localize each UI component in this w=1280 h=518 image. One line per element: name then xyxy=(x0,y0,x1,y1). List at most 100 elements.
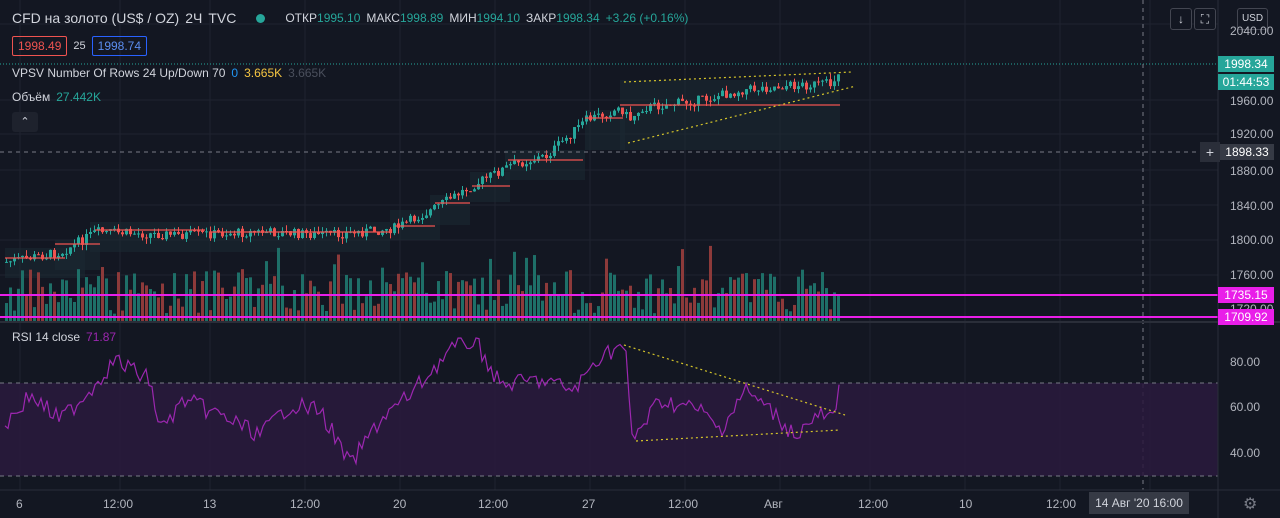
candle-body xyxy=(709,100,712,102)
rsi-trendline-upper[interactable] xyxy=(623,344,846,416)
candle-body xyxy=(141,233,144,238)
volume-bar xyxy=(513,251,516,322)
candle-body xyxy=(449,196,452,199)
candle-body xyxy=(769,90,772,92)
candle-body xyxy=(413,215,416,222)
candle-body xyxy=(521,162,524,167)
candle-body xyxy=(389,229,392,234)
volume-bar xyxy=(69,297,72,322)
volume-bar xyxy=(681,249,684,322)
candle-body xyxy=(445,196,448,201)
level-tag-1735[interactable]: 1735.15 xyxy=(1218,287,1274,303)
candle-body xyxy=(409,215,412,222)
candle-body xyxy=(697,95,700,106)
volume-bar xyxy=(413,282,416,322)
order-panel: 1998.49 25 1998.74 xyxy=(12,36,148,56)
volume-bar xyxy=(645,278,648,322)
volume-bar xyxy=(253,306,256,322)
volume-name[interactable]: Объём xyxy=(12,90,51,104)
vpsv-legend[interactable]: VPSV Number Of Rows 24 Up/Down 70 0 3.66… xyxy=(12,66,326,80)
rsi-name[interactable]: RSI 14 close xyxy=(12,330,81,344)
candle-body xyxy=(577,125,580,128)
volume-bar xyxy=(485,309,488,322)
candle-body xyxy=(777,86,780,89)
volume-bar xyxy=(45,303,48,322)
candle-body xyxy=(681,98,684,101)
price-tick: 1800.00 xyxy=(1230,233,1274,247)
volume-bar xyxy=(5,303,8,322)
rsi-legend[interactable]: RSI 14 close 71.87 xyxy=(12,330,116,344)
trendline-lower[interactable] xyxy=(627,85,857,144)
settings-gear-icon[interactable]: ⚙ xyxy=(1243,496,1258,513)
candle-body xyxy=(93,230,96,232)
sell-button[interactable]: 1998.49 xyxy=(12,36,68,56)
volume-bar xyxy=(141,282,144,322)
volume-bar xyxy=(793,304,796,322)
rsi-trendline-lower[interactable] xyxy=(635,429,841,442)
buy-button[interactable]: 1998.74 xyxy=(91,36,148,56)
add-alert-icon[interactable]: + xyxy=(1200,142,1220,162)
open-value: 1995.10 xyxy=(317,11,361,25)
volume-bar xyxy=(569,270,572,322)
vpsv-value-1: 0 xyxy=(231,66,239,80)
volume-bar xyxy=(685,297,688,322)
candle-body xyxy=(745,89,748,95)
candle-body xyxy=(149,233,152,238)
volume-bar xyxy=(169,305,172,322)
volume-bar xyxy=(157,297,160,322)
candle-body xyxy=(753,85,756,91)
candle-body xyxy=(241,228,244,237)
volume-bar xyxy=(701,279,704,322)
time-tick: 12:00 xyxy=(103,497,134,511)
collapse-legend-button[interactable]: ⌃ xyxy=(12,112,38,132)
volume-bar xyxy=(529,285,532,322)
candle-body xyxy=(537,156,540,161)
volume-bar xyxy=(89,284,92,322)
volume-bar xyxy=(417,277,420,322)
currency-selector[interactable]: USD xyxy=(1237,8,1268,30)
volume-bar xyxy=(557,295,560,322)
candle-body xyxy=(65,253,68,255)
volume-bar xyxy=(797,276,800,322)
fullscreen-icon[interactable]: ⛶ xyxy=(1194,8,1216,30)
candle-body xyxy=(649,104,652,112)
volume-bar xyxy=(289,308,292,322)
volume-legend[interactable]: Объём 27.442K xyxy=(12,90,101,104)
candle-body xyxy=(825,79,828,81)
volume-bar xyxy=(401,278,404,322)
volume-bar xyxy=(229,296,232,322)
arrow-down-icon[interactable]: ↓ xyxy=(1170,8,1192,30)
candle-body xyxy=(333,229,336,233)
candle-body xyxy=(133,233,136,235)
candle-body xyxy=(385,229,388,231)
volume-bar xyxy=(757,279,760,322)
volume-bar xyxy=(449,273,452,322)
candle-body xyxy=(429,209,432,216)
volume-bar xyxy=(717,293,720,322)
volume-bar xyxy=(37,272,40,322)
candle-body xyxy=(821,80,824,82)
volume-bar xyxy=(565,271,568,322)
candle-body xyxy=(81,237,84,245)
volume-bar xyxy=(497,279,500,322)
volume-bar xyxy=(613,274,616,322)
volume-bar xyxy=(541,300,544,322)
interval-label[interactable]: 2Ч xyxy=(185,10,203,26)
candle-body xyxy=(677,98,680,105)
volume-bar xyxy=(773,276,776,322)
candle-body xyxy=(229,233,232,236)
volume-bar xyxy=(277,247,280,322)
volume-bar xyxy=(389,284,392,322)
level-tag-1709[interactable]: 1709.92 xyxy=(1218,309,1274,325)
vpsv-name[interactable]: VPSV Number Of Rows 24 Up/Down 70 xyxy=(12,66,226,80)
volume-bar xyxy=(533,255,536,322)
candle-body xyxy=(725,90,728,98)
volume-bar xyxy=(537,275,540,322)
volume-bar xyxy=(85,277,88,322)
symbol-name[interactable]: CFD на золото (US$ / OZ) xyxy=(12,10,180,26)
symbol-legend: CFD на золото (US$ / OZ) 2Ч TVC ОТКР 1995… xyxy=(12,10,688,26)
candle-body xyxy=(837,74,840,82)
trendline-upper[interactable] xyxy=(623,71,853,83)
volume-bar xyxy=(365,296,368,322)
